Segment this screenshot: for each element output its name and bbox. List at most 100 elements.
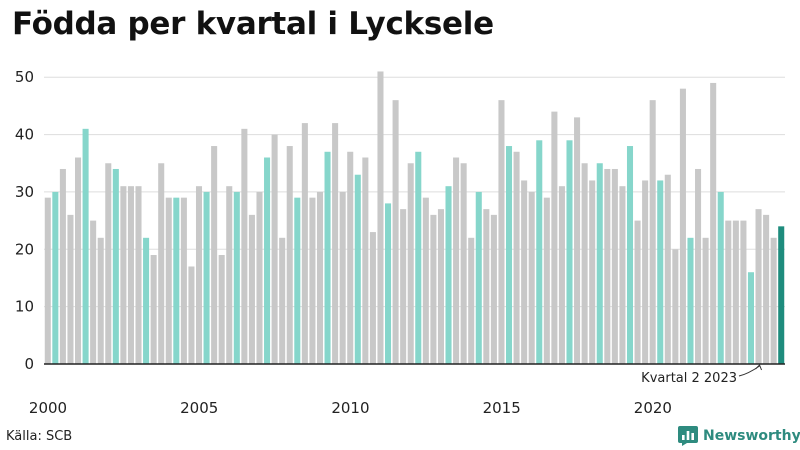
bar [430, 214, 437, 364]
bar [241, 128, 248, 364]
bar [59, 168, 66, 364]
annotation-arrowhead [755, 364, 763, 371]
bar [105, 163, 112, 364]
bar [195, 186, 203, 364]
bar [415, 151, 422, 364]
bar [490, 214, 497, 364]
y-tick-label: 50 [15, 68, 34, 86]
bar [695, 168, 702, 364]
bar [67, 214, 74, 364]
bar [377, 71, 384, 365]
bar [135, 186, 142, 364]
bar [551, 111, 558, 364]
bar [369, 232, 376, 364]
bar [483, 209, 490, 364]
bar [778, 226, 785, 364]
bar [347, 151, 354, 364]
bar [226, 186, 233, 364]
bar [90, 220, 97, 364]
bar [294, 197, 301, 364]
bar [233, 191, 240, 364]
bar [437, 209, 444, 364]
bar [286, 146, 293, 364]
bar [316, 191, 324, 364]
bar [248, 214, 255, 364]
brand-logo: Newsworthy [678, 426, 800, 446]
bar [180, 197, 187, 364]
bar [127, 186, 134, 364]
bar [173, 197, 180, 364]
bar [732, 220, 739, 364]
bar [75, 157, 82, 364]
bar [339, 191, 346, 364]
bar [385, 203, 392, 364]
bar [664, 174, 671, 364]
bar [362, 157, 369, 364]
bar [188, 266, 195, 364]
chart-title: Födda per kvartal i Lycksele [12, 6, 494, 42]
bar [392, 100, 399, 364]
source-label: Källa: SCB [6, 429, 73, 444]
x-tick-label: 2020 [634, 399, 672, 417]
annotation-label: Kvartal 2 2023 [641, 371, 737, 386]
bar [453, 157, 460, 364]
bar [687, 237, 694, 364]
bar [211, 146, 218, 364]
bar [770, 237, 777, 364]
bar [543, 197, 550, 364]
brand-name: Newsworthy [703, 428, 800, 444]
bar [725, 220, 732, 364]
bar [679, 88, 686, 364]
bar-chart-logo-icon [678, 426, 698, 446]
bar [354, 174, 361, 364]
bar [528, 191, 535, 364]
bar [747, 272, 754, 364]
bar [626, 146, 634, 364]
bar [218, 255, 225, 364]
x-tick-label: 2010 [331, 399, 369, 417]
bar [165, 197, 172, 364]
bar [672, 249, 679, 364]
y-tick-label: 0 [24, 355, 34, 373]
bar [150, 255, 157, 364]
bar [143, 237, 150, 364]
bar [604, 168, 611, 364]
bar [158, 163, 165, 364]
y-tick-label: 20 [15, 240, 34, 258]
bar [97, 237, 104, 364]
bar [755, 209, 762, 364]
y-tick-label: 10 [15, 298, 34, 316]
bar [657, 180, 664, 364]
y-tick-label: 40 [15, 126, 34, 144]
bar [702, 237, 709, 364]
bar [581, 163, 588, 364]
bar [460, 163, 467, 364]
bar [717, 191, 724, 364]
bar [498, 100, 505, 364]
bar [445, 186, 452, 364]
bar [566, 140, 573, 364]
bar [521, 180, 528, 364]
bar [574, 117, 581, 364]
bar [44, 197, 51, 364]
bar [710, 82, 717, 365]
bar [649, 100, 656, 364]
bar [400, 209, 407, 364]
y-tick-label: 30 [15, 183, 34, 201]
bar [596, 163, 603, 364]
bar [407, 163, 414, 364]
bar [634, 220, 641, 364]
bar [332, 123, 339, 365]
bar [120, 186, 127, 364]
bar [558, 186, 565, 364]
bar [271, 134, 278, 364]
bar [309, 197, 316, 364]
bar [619, 186, 626, 364]
bar [611, 168, 618, 364]
bar [513, 151, 520, 364]
bar [475, 191, 482, 364]
bar [264, 157, 271, 364]
bar [763, 214, 770, 364]
x-tick-label: 2000 [29, 399, 67, 417]
x-tick-label: 2015 [483, 399, 521, 417]
